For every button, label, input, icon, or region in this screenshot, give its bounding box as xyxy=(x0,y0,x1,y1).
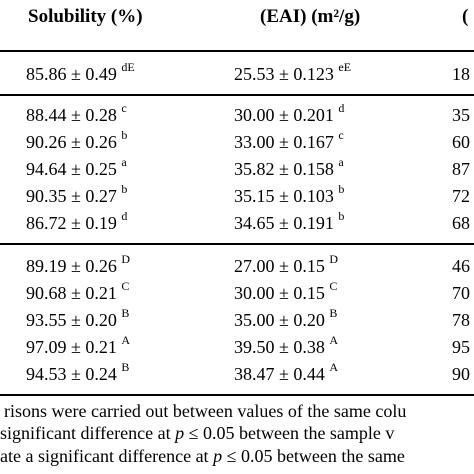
eai-superscript: eE xyxy=(338,60,352,74)
solubility-value: 88.44 ± 0.28 xyxy=(26,105,117,125)
table-row: 90.26 ± 0.26 b 33.00 ± 0.167 c 60 xyxy=(0,129,474,155)
eai-value: 25.53 ± 0.123 xyxy=(234,64,334,84)
solubility-superscript: d xyxy=(121,209,128,223)
footnote-line-2: significant difference at p ≤ 0.05 betwe… xyxy=(0,422,394,444)
third-column-value: 70 xyxy=(452,283,470,303)
solubility-value: 90.35 ± 0.27 xyxy=(26,186,117,206)
third-column-value: 78 xyxy=(452,310,470,330)
third-column-value: 87 xyxy=(452,159,470,179)
group-rule-1 xyxy=(0,94,474,96)
header-eai: (EAI) (m²/g) xyxy=(260,6,361,27)
header-third-column: ( xyxy=(462,6,469,27)
table-row: 94.53 ± 0.24 B 38.47 ± 0.44 A 90 xyxy=(0,361,474,387)
solubility-superscript: b xyxy=(121,128,128,142)
table-bottom-rule xyxy=(0,394,474,396)
eai-value: 39.50 ± 0.38 xyxy=(234,337,325,357)
solubility-superscript: B xyxy=(121,306,130,320)
third-column-value: 35 xyxy=(452,105,470,125)
eai-superscript: a xyxy=(338,155,344,169)
footnote-line-3: ate a significant difference at p ≤ 0.05… xyxy=(0,445,405,467)
third-column-value: 90 xyxy=(452,364,470,384)
eai-superscript: c xyxy=(338,128,344,142)
table-row: 97.09 ± 0.21 A 39.50 ± 0.38 A 95 xyxy=(0,334,474,360)
solubility-superscript: c xyxy=(121,101,127,115)
eai-superscript: B xyxy=(329,306,338,320)
eai-value: 30.00 ± 0.15 xyxy=(234,283,325,303)
table-row: 86.72 ± 0.19 d 34.65 ± 0.191 b 68 xyxy=(0,210,474,236)
third-column-value: 46 xyxy=(452,256,470,276)
table-row: 88.44 ± 0.28 c 30.00 ± 0.201 d 35 xyxy=(0,102,474,128)
eai-superscript: A xyxy=(329,360,339,374)
third-column-value: 18 xyxy=(452,64,470,84)
solubility-value: 90.26 ± 0.26 xyxy=(26,132,117,152)
solubility-value: 94.64 ± 0.25 xyxy=(26,159,117,179)
table-row: 85.86 ± 0.49 dE 25.53 ± 0.123 eE 18 xyxy=(0,61,474,87)
header-solubility: Solubility (%) xyxy=(28,6,143,27)
eai-value: 35.82 ± 0.158 xyxy=(234,159,334,179)
solubility-value: 94.53 ± 0.24 xyxy=(26,364,117,384)
footnote-line-2-tail: ≤ 0.05 between the sample v xyxy=(184,423,395,443)
footnote-p-symbol: p xyxy=(213,446,223,466)
solubility-value: 86.72 ± 0.19 xyxy=(26,213,117,233)
third-column-value: 72 xyxy=(452,186,470,206)
eai-value: 30.00 ± 0.201 xyxy=(234,105,334,125)
eai-value: 27.00 ± 0.15 xyxy=(234,256,325,276)
footnote-p-symbol: p xyxy=(175,423,185,443)
solubility-superscript: A xyxy=(121,333,131,347)
footnote-line-3-text: ate a significant difference at xyxy=(0,446,214,466)
footnote-line-3-tail: ≤ 0.05 between the same xyxy=(222,446,405,466)
footnote-line-2-text: significant difference at xyxy=(0,423,176,443)
solubility-value: 97.09 ± 0.21 xyxy=(26,337,117,357)
solubility-value: 93.55 ± 0.20 xyxy=(26,310,117,330)
solubility-superscript: a xyxy=(121,155,127,169)
eai-superscript: d xyxy=(338,101,345,115)
table-row: 90.68 ± 0.21 C 30.00 ± 0.15 C 70 xyxy=(0,280,474,306)
header-rule xyxy=(0,50,474,52)
third-column-value: 95 xyxy=(452,337,470,357)
eai-value: 34.65 ± 0.191 xyxy=(234,213,334,233)
table-row: 94.64 ± 0.25 a 35.82 ± 0.158 a 87 xyxy=(0,156,474,182)
eai-superscript: b xyxy=(338,182,345,196)
solubility-superscript: b xyxy=(121,182,128,196)
table-row: 93.55 ± 0.20 B 35.00 ± 0.20 B 78 xyxy=(0,307,474,333)
eai-superscript: b xyxy=(338,209,345,223)
table-row: 90.35 ± 0.27 b 35.15 ± 0.103 b 72 xyxy=(0,183,474,209)
solubility-value: 85.86 ± 0.49 xyxy=(26,64,117,84)
third-column-value: 60 xyxy=(452,132,470,152)
solubility-value: 89.19 ± 0.26 xyxy=(26,256,117,276)
eai-value: 33.00 ± 0.167 xyxy=(234,132,334,152)
footnote-line-1: risons were carried out between values o… xyxy=(4,401,407,421)
eai-superscript: D xyxy=(329,252,339,266)
solubility-superscript: D xyxy=(121,252,131,266)
group-rule-2 xyxy=(0,243,474,245)
solubility-value: 90.68 ± 0.21 xyxy=(26,283,117,303)
eai-value: 38.47 ± 0.44 xyxy=(234,364,325,384)
solubility-superscript: dE xyxy=(121,60,135,74)
third-column-value: 68 xyxy=(452,213,470,233)
eai-superscript: A xyxy=(329,333,339,347)
solubility-superscript: C xyxy=(121,279,130,293)
eai-value: 35.00 ± 0.20 xyxy=(234,310,325,330)
eai-superscript: C xyxy=(329,279,338,293)
table-row: 89.19 ± 0.26 D 27.00 ± 0.15 D 46 xyxy=(0,253,474,279)
solubility-superscript: B xyxy=(121,360,130,374)
eai-value: 35.15 ± 0.103 xyxy=(234,186,334,206)
